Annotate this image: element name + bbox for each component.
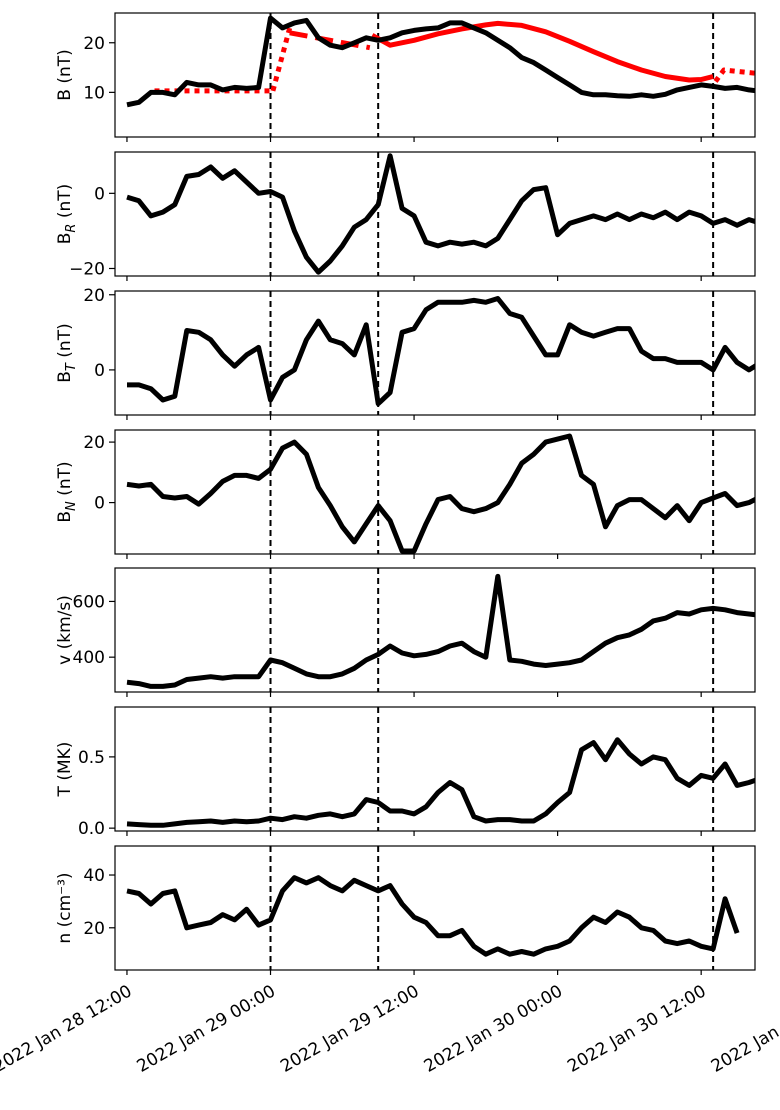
panel-BR: 0 −20 BR (nT) (55, 151, 756, 281)
x-tick-label: 2022 Jan 31 00:00 (708, 981, 780, 1076)
observed-line (127, 296, 755, 407)
axes-frame (114, 845, 756, 971)
y-axis-label: BR (nT) (55, 184, 79, 245)
y-axis-label: BT (nT) (55, 323, 79, 382)
y-axis-label: T (MK) (55, 742, 75, 798)
x-tick-label: 2022 Jan 28 12:00 (0, 981, 135, 1076)
axes-frame (114, 151, 756, 277)
observed-line (126, 737, 755, 828)
y-tick-label: 20 (83, 433, 105, 453)
panel-BN: 20 0 BN (nT) (55, 429, 756, 559)
observed-line (126, 433, 755, 554)
axes-frame (114, 290, 756, 416)
plot-area-B (126, 13, 755, 137)
y-axis-label: v (km/s) (55, 595, 75, 665)
plot-area-BT (127, 291, 755, 415)
panel-BT: 20 0 BT (nT) (55, 286, 756, 420)
y-axis-label: BN (nT) (55, 461, 79, 522)
model-curve-solid (370, 20, 714, 83)
x-tick-label: 2022 Jan 30 00:00 (421, 981, 566, 1076)
y-tick-label: 20 (83, 286, 105, 306)
axes-frame (114, 567, 756, 693)
y-tick-label: 600 (73, 592, 105, 612)
axes-frame (114, 429, 756, 555)
axes-frame (114, 12, 756, 138)
y-tick-label: 0.5 (78, 748, 105, 768)
plot-area-n (126, 846, 740, 970)
y-tick-label: 0 (94, 184, 105, 204)
plot-area-v (126, 568, 755, 692)
panel-T: 0.5 0.0 T (MK) (55, 706, 756, 839)
axes-frame (114, 706, 756, 832)
x-tick-label: 2022 Jan 30 12:00 (564, 981, 709, 1076)
observed-line (126, 875, 740, 957)
observed-line (126, 573, 755, 689)
y-tick-label: 400 (73, 648, 105, 668)
y-tick-label: 20 (83, 919, 105, 939)
y-tick-label: 0 (94, 361, 105, 381)
model-curve-dashed (289, 30, 371, 51)
y-axis-label: n (cm⁻³) (55, 872, 75, 943)
y-tick-label: −20 (69, 259, 105, 279)
y-tick-label: 0 (94, 494, 105, 514)
plot-area-BN (126, 430, 755, 554)
model-curve-dotted (270, 27, 293, 92)
model-curve-dotted (713, 67, 755, 83)
y-axis-label: B (nT) (55, 49, 75, 101)
y-tick-label: 20 (83, 34, 105, 54)
y-tick-label: 0.0 (78, 819, 105, 839)
plot-area-BR (126, 152, 755, 276)
observed-line (126, 15, 755, 108)
y-tick-label: 10 (83, 83, 105, 103)
x-tick-label: 2022 Jan 29 12:00 (277, 981, 422, 1076)
x-tick-label: 2022 Jan 29 00:00 (134, 981, 279, 1076)
plot-area-T (126, 707, 755, 831)
panel-B: 10 20 B (nT) (55, 12, 756, 142)
y-tick-label: 40 (83, 866, 105, 886)
panel-n: 40 20 n (cm⁻³) (55, 845, 756, 975)
observed-line (126, 153, 755, 275)
